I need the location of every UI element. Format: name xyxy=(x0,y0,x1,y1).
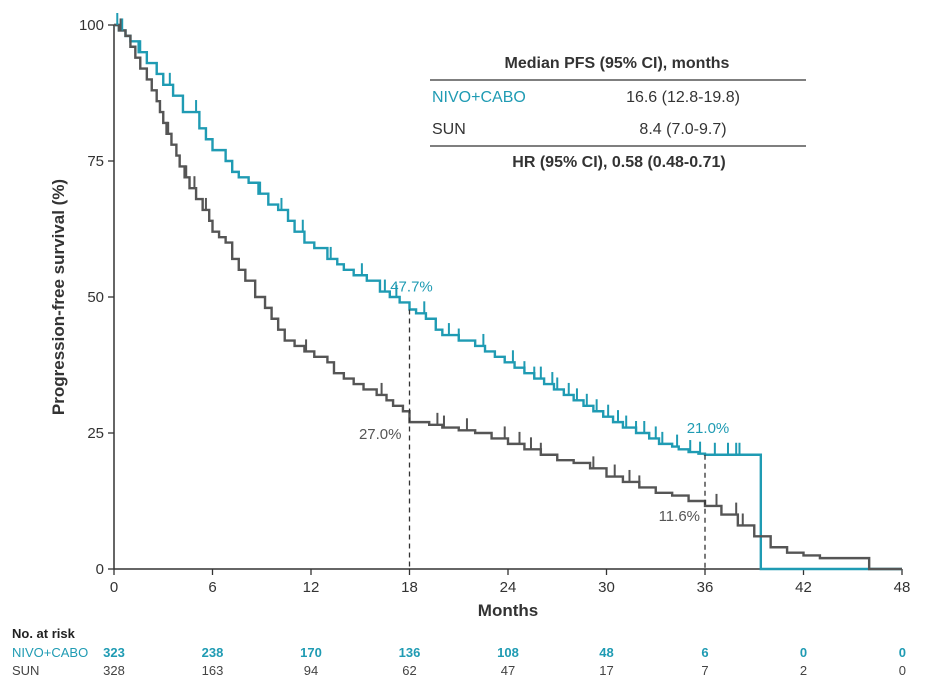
risk-table-title: No. at risk xyxy=(12,626,76,641)
curve-nivo-cabo xyxy=(114,23,902,571)
median-row-nivo-cabo-value: 16.6 (12.8-19.8) xyxy=(626,89,740,106)
median-table-header: Median PFS (95% CI), months xyxy=(505,55,730,72)
risk-row-label-nivo-cabo: NIVO+CABO xyxy=(12,645,88,660)
median-row-sun-label: SUN xyxy=(432,121,466,138)
x-tick-label: 18 xyxy=(401,579,418,596)
annotation-sun-36: 11.6% xyxy=(659,508,700,525)
annotation-sun-18: 27.0% xyxy=(359,426,402,443)
curve-sun xyxy=(114,23,902,571)
risk-value-sun: 163 xyxy=(202,663,224,678)
risk-values: 323 238 170 136 108 48 6 0 0 328 163 94 62 47 17 7 2 0 xyxy=(103,645,906,678)
x-tick-label: 30 xyxy=(598,579,615,596)
risk-value-sun: 62 xyxy=(402,663,416,678)
risk-value-nivo-cabo: 238 xyxy=(202,645,224,660)
risk-value-sun: 47 xyxy=(501,663,515,678)
median-row-sun-value: 8.4 (7.0-9.7) xyxy=(639,121,726,138)
x-tick-label: 24 xyxy=(500,579,517,596)
risk-value-sun: 2 xyxy=(800,663,807,678)
risk-value-nivo-cabo: 0 xyxy=(800,645,807,660)
x-tick-label: 12 xyxy=(303,579,320,596)
risk-value-nivo-cabo: 0 xyxy=(899,645,906,660)
axes: 0 6 12 18 24 30 36 42 48 0 25 50 75 100 Months Progress… xyxy=(49,17,910,620)
risk-value-nivo-cabo: 170 xyxy=(300,645,322,660)
risk-row-label-sun: SUN xyxy=(12,663,39,678)
risk-value-sun: 17 xyxy=(599,663,613,678)
y-tick-label: 75 xyxy=(87,153,104,170)
y-axis-title: Progression-free survival (%) xyxy=(49,179,68,415)
risk-value-nivo-cabo: 48 xyxy=(599,645,613,660)
risk-value-sun: 0 xyxy=(899,663,906,678)
y-tick-label: 100 xyxy=(79,17,104,34)
x-tick-label: 48 xyxy=(894,579,911,596)
x-tick-label: 42 xyxy=(795,579,812,596)
annotations: 47.7% 21.0% 27.0% 11.6% xyxy=(359,279,729,569)
risk-value-sun: 94 xyxy=(304,663,318,678)
annotation-nivo-cabo-36: 21.0% xyxy=(687,420,730,437)
x-tick-label: 0 xyxy=(110,579,118,596)
risk-value-nivo-cabo: 136 xyxy=(399,645,421,660)
risk-value-nivo-cabo: 323 xyxy=(103,645,125,660)
survival-curves xyxy=(114,13,902,571)
x-tick-label: 6 xyxy=(208,579,216,596)
y-tick-label: 50 xyxy=(87,289,104,306)
number-at-risk-table: No. at risk NIVO+CABO SUN 323 238 170 136 10… xyxy=(12,626,906,678)
median-pfs-table: Median PFS (95% CI), months NIVO+CABO 16… xyxy=(430,55,806,171)
risk-value-sun: 328 xyxy=(103,663,125,678)
median-row-nivo-cabo-label: NIVO+CABO xyxy=(432,89,526,106)
risk-value-nivo-cabo: 108 xyxy=(497,645,519,660)
x-axis-title: Months xyxy=(478,601,538,620)
y-tick-label: 0 xyxy=(96,561,104,578)
annotation-nivo-cabo-18: 47.7% xyxy=(390,279,433,296)
y-tick-label: 25 xyxy=(87,425,104,442)
risk-value-sun: 7 xyxy=(701,663,708,678)
hazard-ratio: HR (95% CI), 0.58 (0.48-0.71) xyxy=(512,154,725,171)
x-tick-label: 36 xyxy=(697,579,714,596)
risk-value-nivo-cabo: 6 xyxy=(701,645,708,660)
